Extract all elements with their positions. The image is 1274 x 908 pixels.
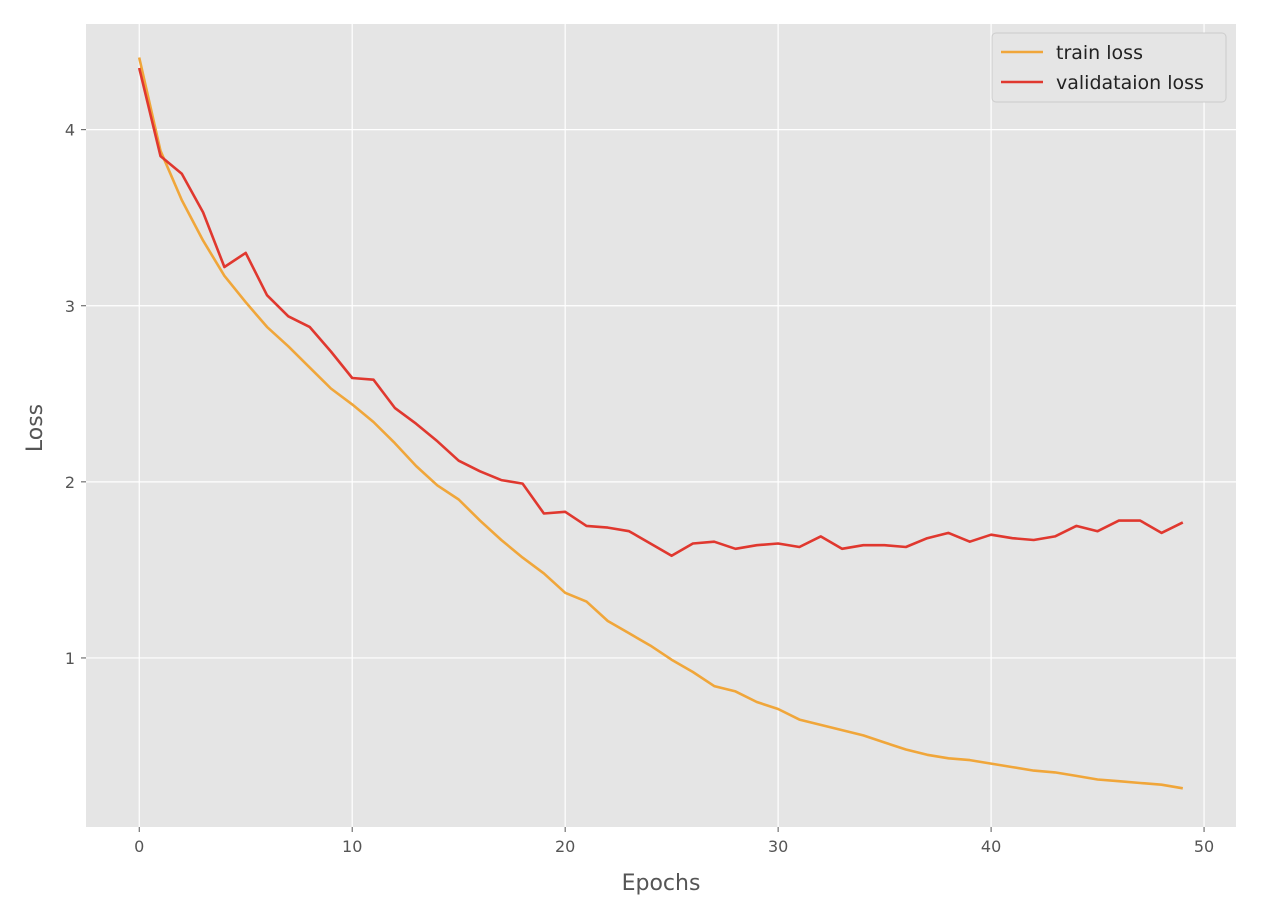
y-axis-label: Loss	[23, 404, 48, 452]
legend-box	[991, 32, 1227, 103]
x-tick-label: 30	[768, 837, 788, 856]
y-tick-label: 2	[65, 473, 75, 492]
series-line-0	[137, 57, 1184, 790]
legend-label-1: validataion loss	[1056, 72, 1204, 94]
y-tick-label: 4	[65, 121, 75, 140]
legend-label-0: train loss	[1056, 42, 1143, 64]
series-line-1	[137, 67, 1184, 558]
legend: train loss validataion loss	[991, 32, 1227, 103]
x-tick-label: 0	[134, 837, 144, 856]
x-axis-label: Epochs	[622, 871, 701, 896]
x-tick-label: 40	[981, 837, 1001, 856]
y-tick-label: 3	[65, 297, 75, 316]
y-tick-label: 1	[65, 649, 75, 668]
x-tick-label: 10	[342, 837, 362, 856]
series-lines	[137, 57, 1184, 790]
grid	[86, 24, 1236, 827]
plot-background	[86, 24, 1236, 827]
tick-labels: 0 10 20 30 40 50 1 2 3 4	[65, 121, 1214, 856]
x-tick-label: 50	[1194, 837, 1214, 856]
x-tick-label: 20	[555, 837, 575, 856]
